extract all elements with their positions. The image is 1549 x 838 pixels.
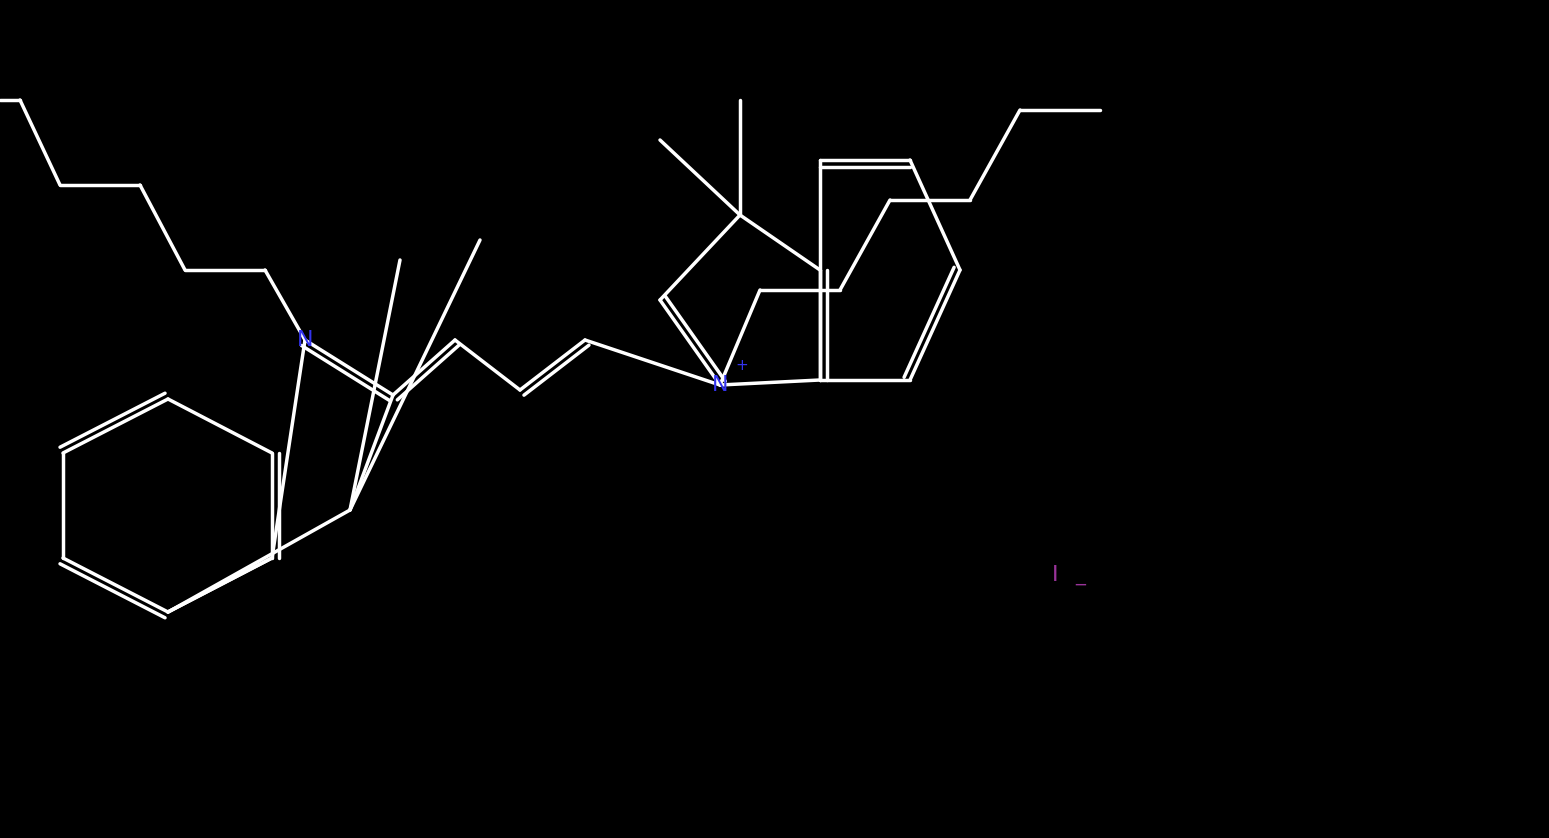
- Text: −: −: [1073, 576, 1087, 594]
- Text: N: N: [711, 375, 728, 395]
- Text: N: N: [297, 330, 313, 350]
- Text: I: I: [1052, 565, 1058, 585]
- Text: +: +: [736, 358, 748, 373]
